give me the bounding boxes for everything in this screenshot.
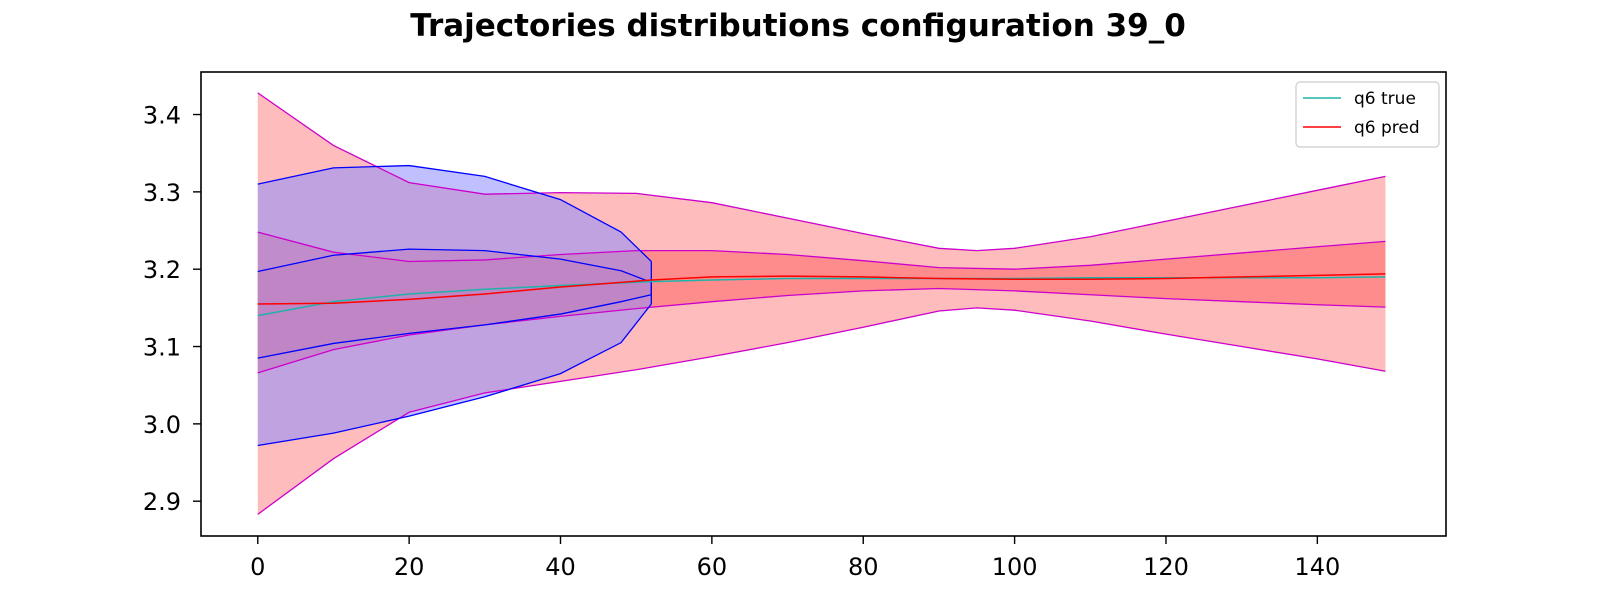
true-band-edge [257,164,652,447]
y-tick-label: 3.3 [143,179,181,207]
y-tick-label: 3.4 [143,102,181,130]
legend-label-true: q6 true [1354,89,1416,109]
y-axis: 2.9 3.0 3.1 3.2 3.3 3.4 [143,102,201,516]
series-line-pred [257,273,1386,305]
pred-band-lower-edge [257,287,1386,374]
x-tick-label: 20 [394,553,425,581]
y-tick-label: 3.2 [143,256,181,284]
x-tick-label: 60 [697,553,728,581]
x-tick-label: 100 [992,553,1038,581]
y-tick-label: 3.1 [143,334,181,362]
plot-frame [200,71,1447,537]
legend: q6 true q6 pred [1295,81,1440,148]
y-tick-label: 2.9 [143,488,181,516]
x-axis: 0 20 40 60 80 100 120 140 [250,536,1340,581]
chart-title: Trajectories distributions configuration… [410,8,1186,44]
x-tick-label: 120 [1143,553,1189,581]
x-tick-label: 0 [250,553,265,581]
legend-label-pred: q6 pred [1354,118,1420,138]
x-tick-label: 40 [545,553,576,581]
series-lines [257,273,1386,317]
y-tick-label: 3.0 [143,411,181,439]
x-tick-label: 80 [848,553,879,581]
x-tick-label: 140 [1294,553,1340,581]
true-band-inner [257,249,652,359]
confidence-bands [257,92,1386,515]
pred-band-lower-edge [257,307,1386,515]
true-band-edge [257,248,652,359]
pred-band-upper-edge [257,92,1386,252]
pred-band-upper-edge [257,231,1386,270]
